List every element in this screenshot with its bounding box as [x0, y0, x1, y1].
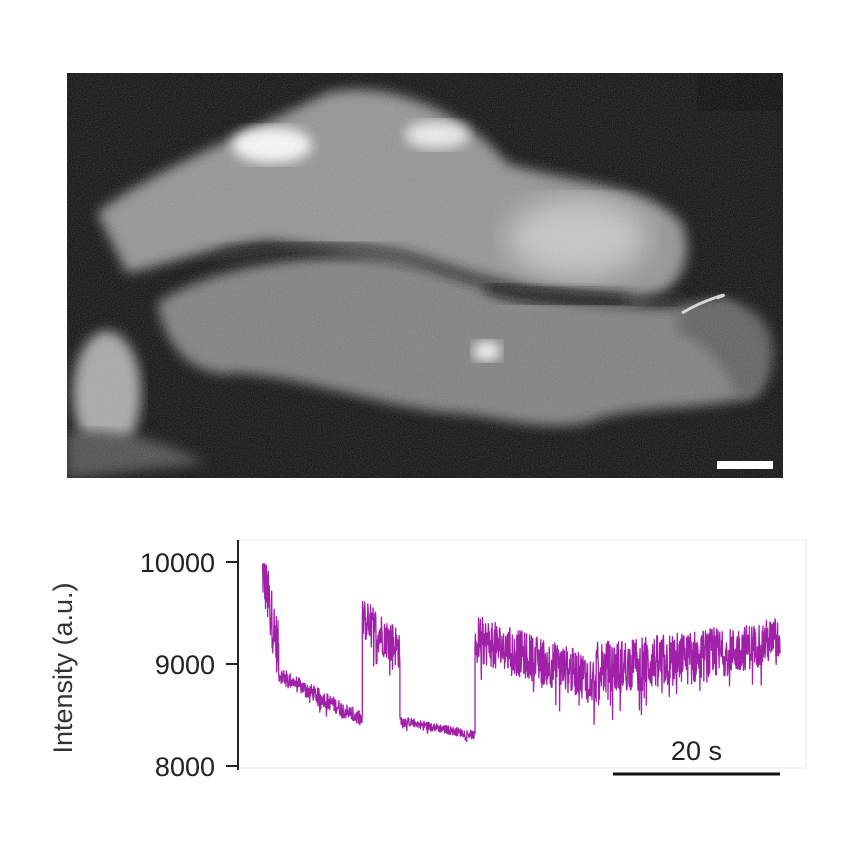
- y-tick-label: 9000: [155, 650, 215, 680]
- y-tick-label: 10000: [140, 548, 215, 578]
- y-tick-label: 8000: [155, 752, 215, 782]
- intensity-series-line: [261, 563, 781, 743]
- y-ticks: 8000 9000 10000: [140, 548, 238, 782]
- intensity-chart: 8000 9000 10000 Intensity (a.u.) 20 s: [48, 539, 807, 782]
- series-group: [261, 563, 781, 743]
- scale-bar: [717, 461, 773, 469]
- fluorescence-micrograph: [67, 73, 783, 478]
- tissue-image: [67, 73, 783, 478]
- time-scale-label: 20 s: [671, 736, 722, 766]
- y-axis-title: Intensity (a.u.): [48, 582, 78, 753]
